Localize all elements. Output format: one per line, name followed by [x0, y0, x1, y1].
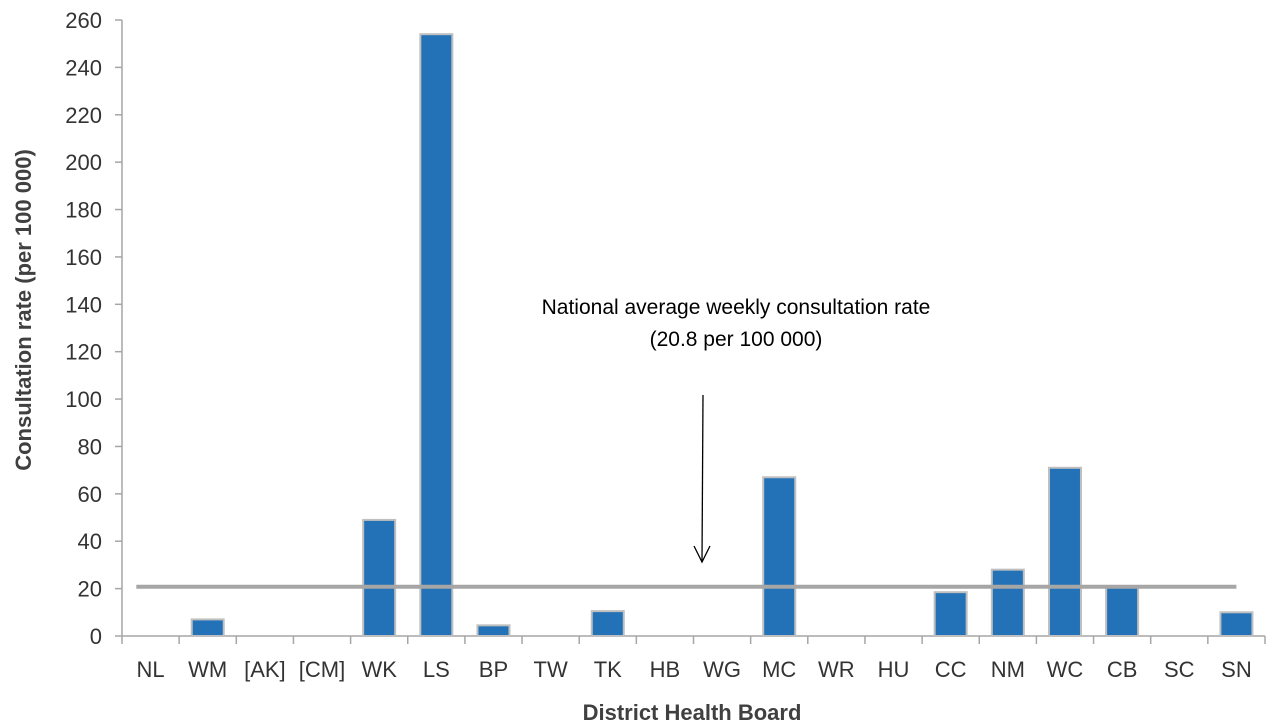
y-tick-label: 240 [65, 55, 102, 80]
x-tick-label: WK [361, 657, 397, 682]
x-tick-label: [AK] [244, 657, 286, 682]
x-tick-label: TW [534, 657, 568, 682]
y-tick-label: 120 [65, 340, 102, 365]
bar-cc [933, 591, 968, 638]
y-tick-label: 40 [78, 529, 102, 554]
bar-cb [1105, 586, 1140, 638]
x-tick-label: SC [1164, 657, 1195, 682]
x-tick-label: MC [762, 657, 796, 682]
y-tick-label: 260 [65, 8, 102, 33]
annotation: National average weekly consultation rat… [542, 296, 931, 564]
annotation-line-2: (20.8 per 100 000) [650, 328, 823, 351]
bar-wc [1047, 466, 1082, 637]
x-tick-label: WC [1047, 657, 1084, 682]
y-axis: 0 20 40 60 80 100 120 140 160 180 200 220 240 260 [65, 8, 123, 649]
x-tick-label: WM [188, 657, 227, 682]
x-tick-label: LS [423, 657, 450, 682]
x-tick-label: SN [1221, 657, 1252, 682]
x-tick-label: [CM] [299, 657, 345, 682]
x-tick-label: HU [878, 657, 910, 682]
x-tick-label: BP [479, 657, 508, 682]
y-tick-label: 200 [65, 150, 102, 175]
y-tick-label: 100 [65, 387, 102, 412]
x-tick-label: CB [1107, 657, 1138, 682]
y-tick-label: 60 [78, 482, 102, 507]
bar-wm [190, 618, 225, 638]
x-tick-label: CC [935, 657, 967, 682]
bar-bp [476, 624, 511, 637]
x-tick-label: NL [137, 657, 165, 682]
bar-mc [762, 476, 797, 637]
annotation-arrow-head [693, 545, 711, 564]
bar-nm [990, 568, 1025, 638]
annotation-arrow-shaft [701, 394, 704, 563]
x-axis-title: District Health Board [583, 700, 802, 723]
y-tick-label: 180 [65, 198, 102, 223]
bar-ls [419, 33, 454, 637]
y-tick-label: 220 [65, 103, 102, 128]
bar-sn [1219, 611, 1254, 637]
y-axis-title: Consultation rate (per 100 000) [11, 149, 36, 471]
y-tick-label: 80 [78, 434, 102, 459]
bar-wk [362, 518, 397, 638]
annotation-line-1: National average weekly consultation rat… [542, 296, 931, 319]
x-tick-label: NM [991, 657, 1025, 682]
x-tick-label: WR [818, 657, 855, 682]
x-tick-label: HB [650, 657, 681, 682]
y-tick-label: 20 [78, 577, 102, 602]
y-tick-label: 160 [65, 245, 102, 270]
x-tick-label: TK [594, 657, 622, 682]
x-tick-label: WG [703, 657, 741, 682]
x-axis: NL WM [AK] [CM] WK LS BP TW TK HB WG MC WR HU CC NM WC CB… [121, 635, 1266, 682]
bar-tk [590, 610, 625, 637]
y-tick-label: 0 [90, 624, 102, 649]
bars [190, 33, 1254, 638]
y-tick-label: 140 [65, 292, 102, 317]
